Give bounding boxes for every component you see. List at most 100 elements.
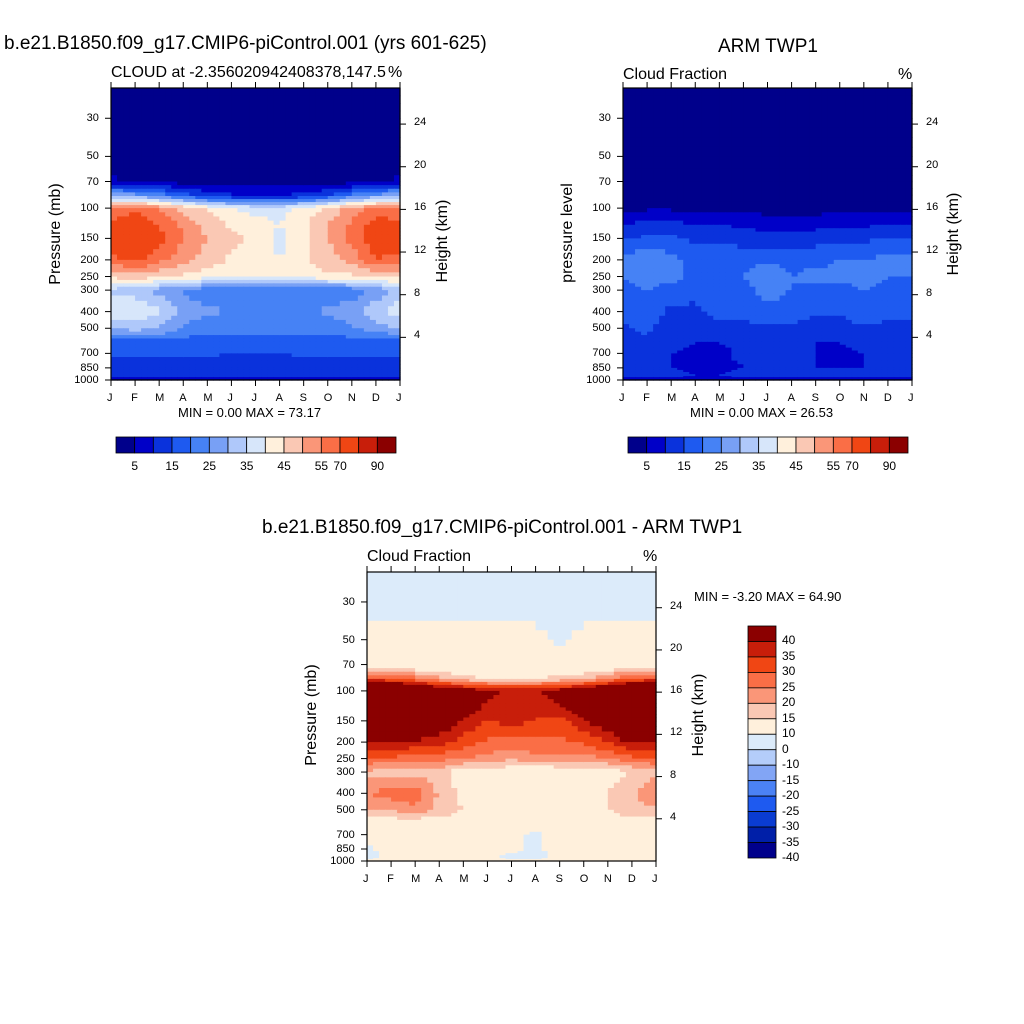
- heatmap-cell: [653, 276, 660, 281]
- heatmap-cell: [713, 228, 720, 233]
- heatmap-cell: [159, 360, 166, 365]
- heatmap-cell: [387, 295, 395, 302]
- heatmap-cell: [213, 205, 220, 209]
- heatmap-cell: [647, 216, 654, 222]
- heatmap-cell: [827, 264, 835, 269]
- heatmap-cell: [641, 259, 648, 265]
- heatmap-cell: [785, 238, 793, 245]
- heatmap-cell: [285, 238, 293, 245]
- heatmap-cell: [147, 228, 154, 233]
- heatmap-cell: [111, 377, 118, 379]
- heatmap-cell: [129, 95, 136, 104]
- heatmap-cell: [195, 378, 202, 380]
- heatmap-cell: [321, 208, 329, 213]
- heatmap-cell: [791, 208, 799, 213]
- heatmap-cell: [231, 279, 239, 284]
- heatmap-cell: [279, 295, 287, 302]
- heatmap-cell: [237, 127, 245, 138]
- heatmap-cell: [381, 335, 389, 340]
- heatmap-cell: [665, 220, 672, 226]
- heatmap-cell: [135, 338, 142, 343]
- heatmap-cell: [237, 181, 245, 186]
- heatmap-cell: [363, 199, 371, 203]
- heatmap-cell: [225, 196, 233, 200]
- heatmap-cell: [171, 376, 178, 378]
- heatmap-cell: [225, 202, 233, 206]
- heatmap-cell: [683, 127, 690, 138]
- heatmap-cell: [357, 208, 365, 213]
- heatmap-cell: [743, 127, 751, 138]
- heatmap-cell: [731, 212, 738, 218]
- heatmap-cell: [171, 249, 178, 256]
- heatmap-cell: [261, 192, 269, 197]
- heatmap-cell: [743, 238, 751, 245]
- heatmap-cell: [297, 350, 305, 354]
- heatmap-cell: [351, 88, 359, 97]
- heatmap-cell: [141, 212, 148, 218]
- heatmap-cell: [761, 137, 769, 148]
- heatmap-cell: [249, 360, 257, 365]
- heatmap-cell: [135, 378, 142, 380]
- heatmap-cell: [345, 344, 353, 349]
- heatmap-cell: [809, 216, 817, 222]
- heatmap-cell: [659, 162, 666, 170]
- heatmap-cell: [731, 276, 738, 281]
- heatmap-cell: [647, 88, 654, 97]
- heatmap-cell: [147, 88, 154, 97]
- heatmap-cell: [629, 146, 636, 157]
- heatmap-cell: [345, 205, 353, 209]
- heatmap-cell: [635, 283, 642, 288]
- heatmap-cell: [111, 272, 118, 278]
- heatmap-cell: [357, 347, 365, 352]
- heatmap-cell: [225, 369, 233, 373]
- heatmap-cell: [363, 103, 371, 112]
- heatmap-cell: [827, 208, 835, 213]
- heatmap-cell: [273, 196, 281, 200]
- colorbar-swatch: [134, 436, 154, 454]
- heatmap-cell: [863, 95, 871, 104]
- heatmap-cell: [141, 377, 148, 379]
- heatmap-cell: [725, 259, 732, 265]
- heatmap-cell: [357, 212, 365, 218]
- heatmap-cell: [267, 228, 275, 233]
- heatmap-cell: [243, 311, 251, 317]
- heatmap-cell: [333, 364, 341, 369]
- heatmap-cell: [363, 360, 371, 365]
- heatmap-cell: [219, 360, 226, 365]
- heatmap-cell: [141, 196, 148, 200]
- heatmap-cell: [689, 279, 696, 284]
- heatmap-cell: [207, 224, 214, 229]
- heatmap-cell: [755, 279, 763, 284]
- heatmap-cell: [291, 341, 299, 346]
- heatmap-cell: [869, 181, 877, 189]
- heatmap-cell: [863, 228, 871, 233]
- heatmap-cell: [707, 194, 714, 203]
- heatmap-cell: [893, 181, 901, 189]
- heatmap-cell: [893, 249, 901, 256]
- heatmap-cell: [141, 202, 148, 206]
- heatmap-cell: [689, 137, 696, 148]
- heatmap-cell: [899, 103, 907, 112]
- heatmap-cell: [653, 162, 660, 170]
- heatmap-cell: [393, 369, 401, 373]
- heatmap-cell: [195, 224, 202, 229]
- heatmap-cell: [677, 238, 684, 245]
- heatmap-cell: [629, 264, 636, 269]
- heatmap-cell: [393, 350, 401, 354]
- heatmap-cell: [243, 376, 251, 378]
- heatmap-cell: [225, 331, 233, 336]
- heatmap-cell: [345, 88, 353, 97]
- heatmap-cell: [309, 175, 317, 183]
- heatmap-cell: [201, 378, 208, 380]
- heatmap-cell: [815, 224, 823, 229]
- heatmap-cell: [767, 194, 775, 203]
- heatmap-cell: [785, 175, 793, 183]
- heatmap-cell: [905, 234, 913, 239]
- heatmap-cell: [369, 249, 377, 256]
- heatmap-cell: [827, 212, 835, 218]
- heatmap-cell: [213, 118, 220, 129]
- heatmap-cell: [369, 377, 377, 379]
- heatmap-cell: [737, 103, 745, 112]
- heatmap-cell: [797, 276, 805, 281]
- heatmap-cell: [797, 272, 805, 278]
